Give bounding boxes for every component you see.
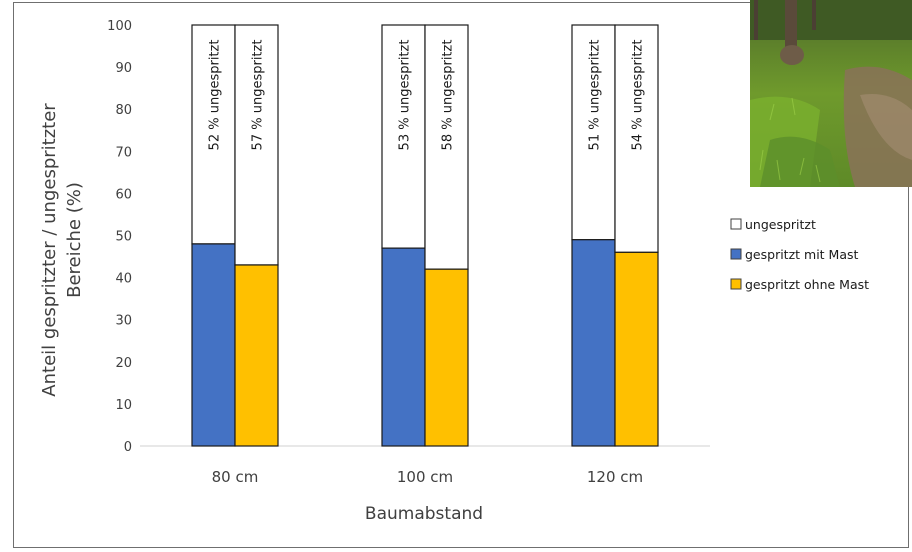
bar-gespritzt (424, 268, 469, 447)
legend-label: gespritzt mit Mast (745, 247, 859, 262)
bar-ungespritzt (234, 24, 279, 266)
bar-data-label: 52 % ungespritzt (208, 40, 223, 151)
bar-ungespritzt (424, 24, 469, 270)
photo-image (750, 0, 912, 187)
y-tick-label: 50 (115, 230, 132, 245)
bar-data-label: 58 % ungespritzt (441, 40, 456, 151)
y-tick-label: 70 (115, 145, 132, 160)
bar-ungespritzt (614, 24, 659, 253)
y-tick-label: 80 (115, 103, 132, 118)
x-tick-label: 80 cm (212, 468, 259, 486)
bar-gespritzt (571, 239, 616, 447)
orchard-grass-photo (750, 0, 912, 187)
y-tick-label: 90 (115, 61, 132, 76)
y-tick-label: 0 (124, 440, 132, 455)
x-tick-label: 100 cm (397, 468, 453, 486)
y-tick-label: 30 (115, 314, 132, 329)
y-tick-label: 10 (115, 398, 132, 413)
x-axis-title: Baumabstand (365, 504, 483, 524)
y-tick-label: 20 (115, 356, 132, 371)
bar-ungespritzt (191, 24, 236, 245)
bar-data-label: 57 % ungespritzt (251, 40, 266, 151)
y-axis-title-line1: Anteil gespritzter / ungespritzter (39, 103, 60, 397)
y-axis-title-line2: Bereiche (%) (64, 182, 85, 298)
legend-swatch (730, 248, 742, 260)
bar-data-label: 51 % ungespritzt (588, 40, 603, 151)
bar-gespritzt (234, 264, 279, 447)
bar-data-label: 54 % ungespritzt (631, 40, 646, 151)
legend-swatch (730, 278, 742, 290)
legend-label: gespritzt ohne Mast (745, 277, 869, 292)
legend-label: ungespritzt (745, 217, 816, 232)
bar-gespritzt (614, 251, 659, 447)
y-tick-label: 40 (115, 272, 132, 287)
bar-gespritzt (381, 247, 426, 447)
bar-ungespritzt (571, 24, 616, 241)
y-tick-label: 60 (115, 187, 132, 202)
bar-gespritzt (191, 243, 236, 447)
legend-swatch (730, 218, 742, 230)
x-tick-label: 120 cm (587, 468, 643, 486)
bar-data-label: 53 % ungespritzt (398, 40, 413, 151)
legend: ungespritzt gespritzt mit Mast gespritzt o… (730, 217, 869, 292)
y-tick-label: 100 (107, 19, 132, 34)
